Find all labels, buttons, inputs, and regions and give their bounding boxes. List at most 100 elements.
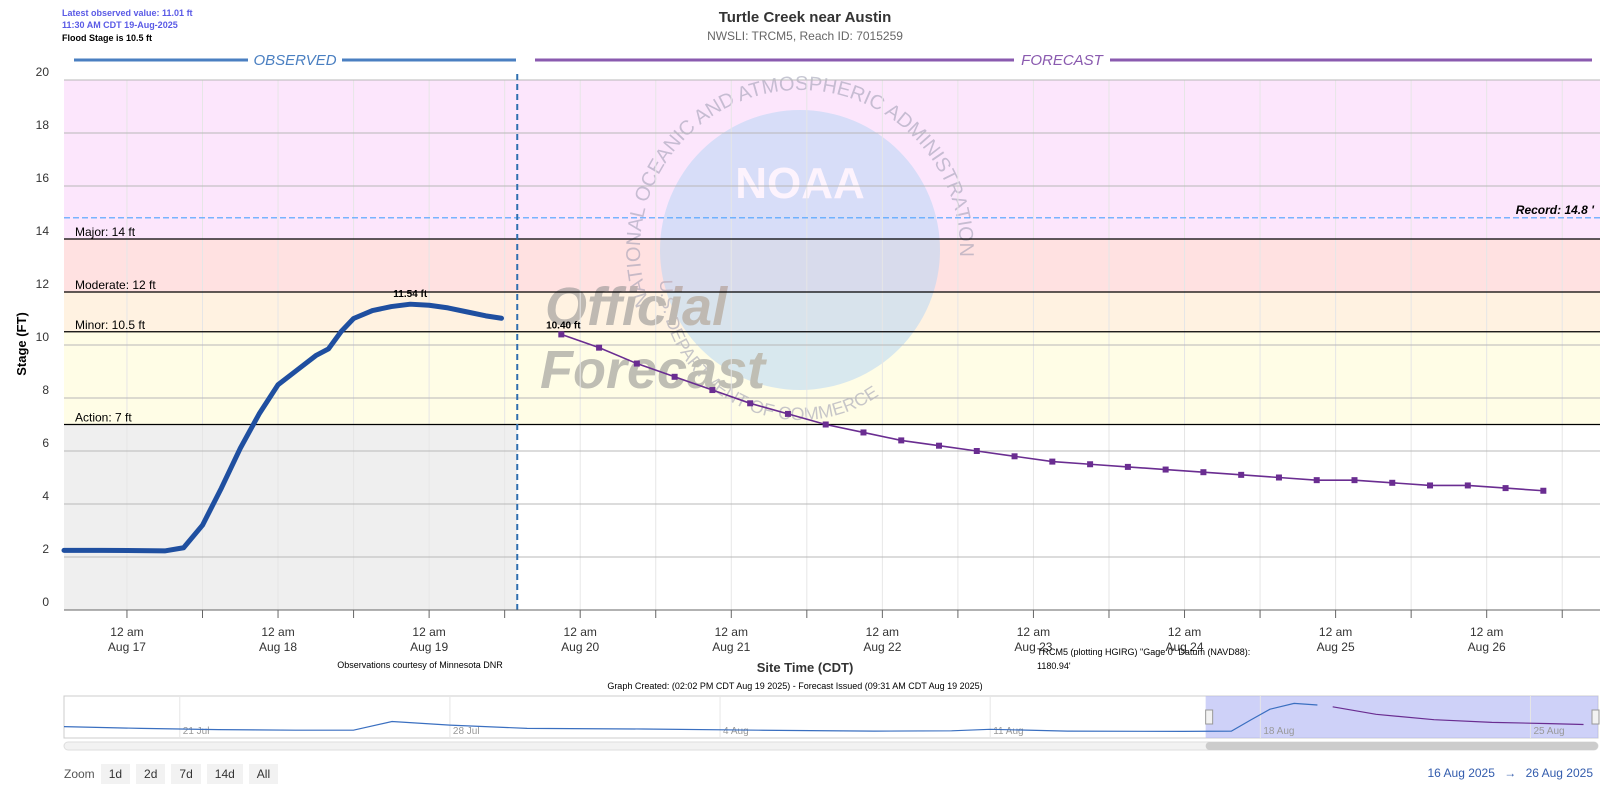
x-tick-label-date: Aug 22 (863, 640, 901, 654)
range-to[interactable]: 26 Aug 2025 (1525, 766, 1593, 780)
forecast-point (1162, 466, 1169, 473)
x-tick-label-time: 12 am (261, 625, 294, 639)
graph-created-note: Graph Created: (02:02 PM CDT Aug 19 2025… (607, 681, 982, 691)
zoom-1d-button[interactable]: 1d (100, 764, 131, 784)
forecast-point (1049, 458, 1056, 465)
forecast-point (1427, 482, 1434, 489)
navigator-left-handle[interactable] (1205, 709, 1214, 725)
y-tick-label: 0 (42, 595, 49, 609)
forecast-point (558, 331, 565, 338)
watermark-official-text: Official (545, 277, 728, 337)
y-tick-label: 10 (36, 330, 50, 344)
latest-observed-time: 11:30 AM CDT 19-Aug-2025 (62, 20, 178, 30)
x-tick-label-time: 12 am (1017, 625, 1050, 639)
navigator-date-label: 21 Jul (183, 726, 210, 737)
x-tick-label-date: Aug 26 (1468, 640, 1506, 654)
latest-observed-value: Latest observed value: 11.01 ft (62, 8, 193, 18)
range-from[interactable]: 16 Aug 2025 (1427, 766, 1495, 780)
observed-stage-line (61, 301, 505, 554)
threshold-label-major: Major: 14 ft (75, 225, 136, 239)
threshold-label-minor: Minor: 10.5 ft (75, 318, 146, 332)
x-tick-label-time: 12 am (412, 625, 445, 639)
observed-normal-band (64, 424, 518, 610)
forecast-point (1275, 474, 1282, 481)
forecast-point (860, 429, 867, 436)
x-tick-label-time: 12 am (866, 625, 899, 639)
navigator-date-label: 11 Aug (993, 726, 1023, 737)
forecast-point (784, 410, 791, 417)
forecast-point (1124, 463, 1131, 470)
forecast-point (1540, 487, 1547, 494)
forecast-point (1351, 477, 1358, 484)
record-label: Record: 14.8 ' (1516, 203, 1595, 217)
forecast-point (936, 442, 943, 449)
watermark-logo-text: NOAA (735, 159, 865, 208)
forecast-point (1313, 477, 1320, 484)
zoom-bar: Zoom 1d 2d 7d 14d All (64, 764, 279, 784)
forecast-first-label: 10.40 ft (546, 320, 581, 331)
x-tick-label-date: Aug 20 (561, 640, 599, 654)
zoom-all-button[interactable]: All (248, 764, 279, 784)
x-tick-label-time: 12 am (1319, 625, 1352, 639)
x-tick-label-time: 12 am (564, 625, 597, 639)
forecast-point (1011, 453, 1018, 460)
forecast-point (822, 421, 829, 428)
forecast-point (973, 448, 980, 454)
forecast-point (1087, 461, 1094, 468)
forecast-point (1464, 482, 1471, 489)
y-tick-label: 12 (36, 277, 50, 291)
navigator-date-label: 28 Jul (453, 726, 480, 737)
chart-subtitle: NWSLI: TRCM5, Reach ID: 7015259 (707, 29, 903, 43)
y-axis-label: Stage (FT) (14, 312, 29, 376)
x-axis-label: Site Time (CDT) (757, 660, 854, 675)
date-range: 16 Aug 2025 → 26 Aug 2025 (1425, 766, 1597, 780)
forecast-section-label: FORECAST (1021, 52, 1105, 69)
y-tick-label: 2 (42, 542, 49, 556)
flood-stage-note: Flood Stage is 10.5 ft (62, 33, 153, 43)
observations-credit: Observations courtesy of Minnesota DNR (337, 660, 503, 670)
zoom-7d-button[interactable]: 7d (171, 764, 201, 784)
forecast-point (596, 344, 603, 351)
forecast-point (671, 373, 678, 380)
x-tick-label-date: Aug 24 (1166, 640, 1204, 654)
forecast-point (747, 400, 754, 407)
navigator-forecast-line (1332, 706, 1584, 726)
forecast-point (1238, 471, 1245, 478)
zoom-14d-button[interactable]: 14d (206, 764, 243, 784)
x-tick-label-date: Aug 18 (259, 640, 297, 654)
y-tick-label: 6 (42, 436, 49, 450)
y-tick-label: 18 (36, 118, 50, 132)
threshold-label-action: Action: 7 ft (75, 411, 132, 425)
forecast-point (1502, 485, 1509, 492)
observed-section-label: OBSERVED (253, 52, 336, 69)
y-tick-label: 14 (36, 224, 50, 238)
navigator-right-handle[interactable] (1591, 709, 1600, 725)
zoom-label: Zoom (64, 767, 95, 781)
range-arrow-icon: → (1504, 766, 1517, 780)
threshold-label-moderate: Moderate: 12 ft (75, 278, 156, 292)
x-tick-label-time: 12 am (1168, 625, 1201, 639)
x-tick-label-date: Aug 19 (410, 640, 448, 654)
chart-title: Turtle Creek near Austin (719, 9, 892, 26)
x-tick-label-date: Aug 25 (1317, 640, 1355, 654)
observed-peak-label: 11.54 ft (393, 289, 428, 300)
x-tick-label-time: 12 am (1470, 625, 1503, 639)
x-tick-label-time: 12 am (110, 625, 143, 639)
y-tick-label: 4 (42, 489, 49, 503)
navigator-observed-line (63, 702, 1318, 733)
navigator-date-label: 4 Aug (723, 726, 749, 737)
noaa-logo-icon (660, 110, 940, 390)
zoom-2d-button[interactable]: 2d (136, 764, 166, 784)
forecast-point (1200, 469, 1207, 476)
y-tick-label: 8 (42, 383, 49, 397)
forecast-point (633, 360, 640, 367)
navigator-date-label: 25 Aug (1533, 726, 1564, 737)
forecast-point (898, 437, 905, 444)
navigator-scrollbar-thumb[interactable] (1205, 742, 1598, 750)
y-tick-label: 20 (36, 65, 50, 79)
datum-note-line1: TRCM5 (plotting HGIRG) "Gage 0" Datum (N… (1037, 647, 1250, 657)
datum-note-line2: 1180.94' (1037, 661, 1071, 671)
x-tick-label-date: Aug 21 (712, 640, 750, 654)
x-tick-label-date: Aug 23 (1014, 640, 1052, 654)
